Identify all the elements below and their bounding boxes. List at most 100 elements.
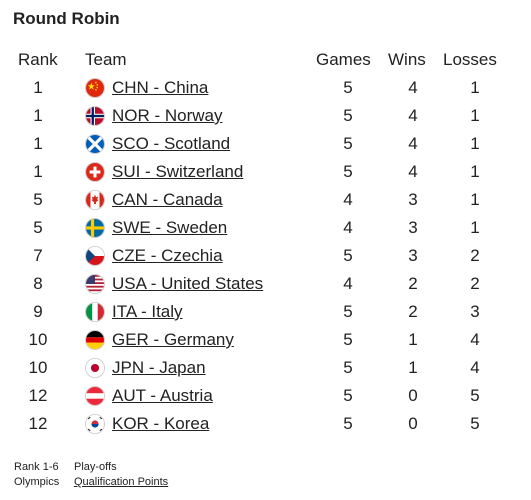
losses-cell: 5 (470, 386, 480, 405)
wins-cell: 0 (408, 414, 418, 433)
rank-cell: 5 (33, 190, 43, 209)
team-link[interactable]: SCO - Scotland (112, 134, 231, 153)
team-link[interactable]: CHN - China (112, 78, 209, 97)
losses-cell: 4 (470, 358, 480, 377)
table-row: 9 ITA - Italy 5 2 3 (0, 302, 531, 330)
germany-flag-icon (85, 330, 105, 350)
team-link[interactable]: KOR - Korea (112, 414, 210, 433)
legend-qualification-item: Qualification Points (74, 476, 168, 488)
wins-cell: 4 (408, 134, 418, 153)
korea-flag-icon (85, 414, 105, 434)
wins-cell: 3 (408, 190, 418, 209)
austria-flag-icon (85, 386, 105, 406)
czechia-flag-icon (85, 246, 105, 266)
losses-cell: 1 (470, 162, 480, 181)
wins-cell: 1 (408, 330, 418, 349)
table-row: 7 CZE - Czechia 5 3 2 (0, 246, 531, 274)
table-row: 5 SWE - Sweden 4 3 1 (0, 218, 531, 246)
rank-cell: 9 (33, 302, 43, 321)
header-wins: Wins (388, 50, 426, 69)
table-row: 1 CHN - China 5 4 1 (0, 78, 531, 106)
team-link[interactable]: NOR - Norway (112, 106, 223, 125)
canada-flag-icon (85, 190, 105, 210)
games-cell: 5 (343, 302, 353, 321)
rank-cell: 8 (33, 274, 43, 293)
losses-cell: 5 (470, 414, 480, 433)
rank-cell: 12 (28, 414, 48, 433)
team-link[interactable]: GER - Germany (112, 330, 234, 349)
wins-cell: 4 (408, 78, 418, 97)
legend-olympics-label: Olympics (14, 476, 60, 488)
losses-cell: 1 (470, 78, 480, 97)
wins-cell: 1 (408, 358, 418, 377)
norway-flag-icon (85, 106, 105, 126)
rank-cell: 5 (33, 218, 43, 237)
games-cell: 4 (343, 274, 353, 293)
games-cell: 5 (343, 162, 353, 181)
rank-cell: 7 (33, 246, 43, 265)
header-rank: Rank (18, 50, 58, 69)
games-cell: 4 (343, 190, 353, 209)
header-team: Team (85, 50, 127, 69)
rank-cell: 1 (33, 78, 43, 97)
wins-cell: 3 (408, 218, 418, 237)
qualification-points-link[interactable]: Qualification Points (74, 476, 169, 488)
games-cell: 5 (343, 134, 353, 153)
losses-cell: 1 (470, 106, 480, 125)
games-cell: 5 (343, 386, 353, 405)
table-row: 5 CAN - Canada 4 3 1 (0, 190, 531, 218)
rank-cell: 1 (33, 134, 43, 153)
legend-playoffs-text: Play-offs (74, 461, 117, 473)
losses-cell: 1 (470, 190, 480, 209)
team-link[interactable]: ITA - Italy (112, 302, 183, 321)
team-link[interactable]: AUT - Austria (112, 386, 213, 405)
games-cell: 5 (343, 246, 353, 265)
games-cell: 5 (343, 106, 353, 125)
wins-cell: 2 (408, 274, 418, 293)
games-cell: 5 (343, 414, 353, 433)
rank-cell: 1 (33, 106, 43, 125)
wins-cell: 4 (408, 106, 418, 125)
japan-flag-icon (85, 358, 105, 378)
usa-flag-icon (85, 274, 105, 294)
china-flag-icon (85, 78, 105, 98)
wins-cell: 0 (408, 386, 418, 405)
table-row: 12 KOR - Korea 5 0 5 (0, 414, 531, 442)
table-row: 1 NOR - Norway 5 4 1 (0, 106, 531, 134)
header-games: Games (316, 50, 371, 69)
losses-cell: 3 (470, 302, 480, 321)
scotland-flag-icon (85, 134, 105, 154)
wins-cell: 3 (408, 246, 418, 265)
rank-cell: 1 (33, 162, 43, 181)
team-link[interactable]: SUI - Switzerland (112, 162, 244, 181)
rank-cell: 12 (28, 386, 48, 405)
rank-cell: 10 (28, 358, 48, 377)
italy-flag-icon (85, 302, 105, 322)
losses-cell: 1 (470, 218, 480, 237)
table-row: 1 SCO - Scotland 5 4 1 (0, 134, 531, 162)
games-cell: 5 (343, 358, 353, 377)
page-title: Round Robin (13, 9, 120, 28)
losses-cell: 2 (470, 246, 480, 265)
team-link[interactable]: CZE - Czechia (112, 246, 223, 265)
rank-cell: 10 (28, 330, 48, 349)
games-cell: 4 (343, 218, 353, 237)
games-cell: 5 (343, 78, 353, 97)
table-row: 12 AUT - Austria 5 0 5 (0, 386, 531, 414)
table-row: 8 USA - United States 4 2 2 (0, 274, 531, 302)
switzerland-flag-icon (85, 162, 105, 182)
team-link[interactable]: CAN - Canada (112, 190, 223, 209)
sweden-flag-icon (85, 218, 105, 238)
losses-cell: 1 (470, 134, 480, 153)
team-link[interactable]: SWE - Sweden (112, 218, 228, 237)
wins-cell: 4 (408, 162, 418, 181)
losses-cell: 2 (470, 274, 480, 293)
team-link[interactable]: JPN - Japan (112, 358, 206, 377)
table-row: 1 SUI - Switzerland 5 4 1 (0, 162, 531, 190)
games-cell: 5 (343, 330, 353, 349)
team-link[interactable]: USA - United States (112, 274, 264, 293)
header-losses: Losses (443, 50, 497, 69)
legend-rank-label: Rank 1-6 (14, 461, 59, 473)
table-row: 10 JPN - Japan 5 1 4 (0, 358, 531, 386)
losses-cell: 4 (470, 330, 480, 349)
